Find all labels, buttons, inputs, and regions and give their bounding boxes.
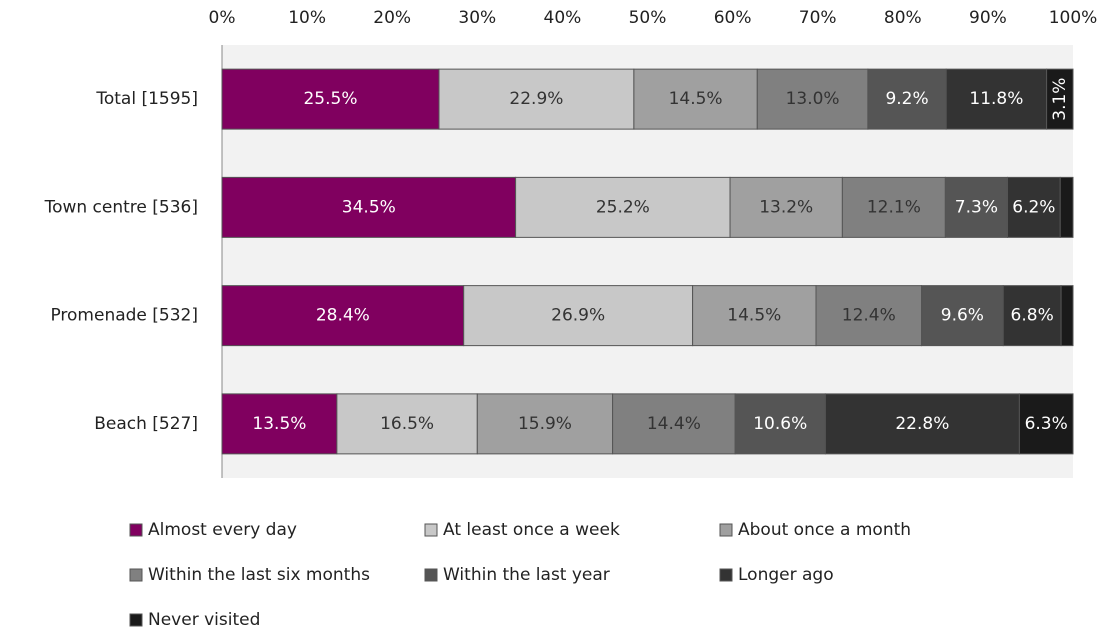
legend-swatch xyxy=(129,568,143,582)
y-tick-label: Promenade [532] xyxy=(50,306,198,326)
bar-segment xyxy=(729,176,843,238)
x-tick-label: 40% xyxy=(544,8,582,28)
y-tick-label: Beach [527] xyxy=(94,414,198,434)
bar-segment xyxy=(438,68,635,130)
bar-segment xyxy=(824,393,1020,455)
bar-segment xyxy=(944,176,1008,238)
data-label: 22.9% xyxy=(509,89,563,109)
data-label: 25.5% xyxy=(303,89,357,109)
data-label: 9.2% xyxy=(885,89,928,109)
data-label: 10.6% xyxy=(753,414,807,434)
bar-segment xyxy=(945,68,1048,130)
data-label: 14.5% xyxy=(669,89,723,109)
x-tick-label: 0% xyxy=(209,8,236,28)
bar-segment xyxy=(336,393,478,455)
y-tick-label: Total [1595] xyxy=(95,89,198,109)
data-label: 26.9% xyxy=(551,306,605,326)
x-tick-label: 70% xyxy=(799,8,837,28)
bar-segment xyxy=(867,68,947,130)
data-label: 12.4% xyxy=(842,306,896,326)
bar-segment xyxy=(221,393,338,455)
bar-segment xyxy=(221,68,440,130)
data-label: 3.1% xyxy=(1050,78,1070,121)
bar-segment xyxy=(515,176,731,238)
bar-segment xyxy=(612,393,736,455)
bar-segment xyxy=(692,285,817,347)
data-label: 14.5% xyxy=(727,306,781,326)
data-label: 22.8% xyxy=(895,414,949,434)
legend-label: About once a month xyxy=(738,520,911,540)
bar-segment xyxy=(221,285,465,347)
x-tick-label: 50% xyxy=(629,8,667,28)
x-tick-label: 30% xyxy=(458,8,496,28)
bar-segment xyxy=(921,285,1004,347)
bar-segment xyxy=(1002,285,1062,347)
x-tick-label: 90% xyxy=(969,8,1007,28)
x-tick-label: 20% xyxy=(373,8,411,28)
x-tick-label: 80% xyxy=(884,8,922,28)
legend-label: Within the last six months xyxy=(148,565,370,585)
data-label: 16.5% xyxy=(380,414,434,434)
legend-label: Longer ago xyxy=(738,565,834,585)
legend-swatch xyxy=(424,568,438,582)
data-label: 6.8% xyxy=(1011,306,1054,326)
data-label: 13.2% xyxy=(759,197,813,217)
legend-swatch xyxy=(719,568,733,582)
y-tick-label: Town centre [536] xyxy=(44,197,198,217)
bar-segment xyxy=(756,68,869,130)
data-label: 15.9% xyxy=(518,414,572,434)
legend-label: Within the last year xyxy=(443,565,610,585)
legend-label: Never visited xyxy=(148,610,260,630)
data-label: 34.5% xyxy=(342,197,396,217)
bar-segment xyxy=(1059,176,1074,238)
x-tick-label: 100% xyxy=(1049,8,1098,28)
bar-segment xyxy=(633,68,758,130)
data-label: 11.8% xyxy=(969,89,1023,109)
legend-swatch xyxy=(719,523,733,537)
bar-segment xyxy=(734,393,826,455)
data-label: 9.6% xyxy=(941,306,984,326)
data-label: 13.0% xyxy=(786,89,840,109)
data-label: 13.5% xyxy=(252,414,306,434)
bar-segment xyxy=(1046,68,1074,130)
bar-segment xyxy=(1018,393,1074,455)
legend-label: Almost every day xyxy=(148,520,297,540)
bar-segment xyxy=(476,393,614,455)
data-label: 14.4% xyxy=(647,414,701,434)
data-label: 7.3% xyxy=(955,197,998,217)
data-label: 6.2% xyxy=(1012,197,1055,217)
bar-segment xyxy=(1006,176,1061,238)
legend-swatch xyxy=(424,523,438,537)
bar-segment xyxy=(841,176,946,238)
bar-segment xyxy=(1060,285,1074,347)
x-tick-label: 10% xyxy=(288,8,326,28)
data-label: 25.2% xyxy=(596,197,650,217)
x-tick-label: 60% xyxy=(714,8,752,28)
data-label: 28.4% xyxy=(316,306,370,326)
legend-swatch xyxy=(129,523,143,537)
data-label: 6.3% xyxy=(1025,414,1068,434)
legend-swatch xyxy=(129,613,143,627)
legend-label: At least once a week xyxy=(443,520,620,540)
data-label: 12.1% xyxy=(867,197,921,217)
